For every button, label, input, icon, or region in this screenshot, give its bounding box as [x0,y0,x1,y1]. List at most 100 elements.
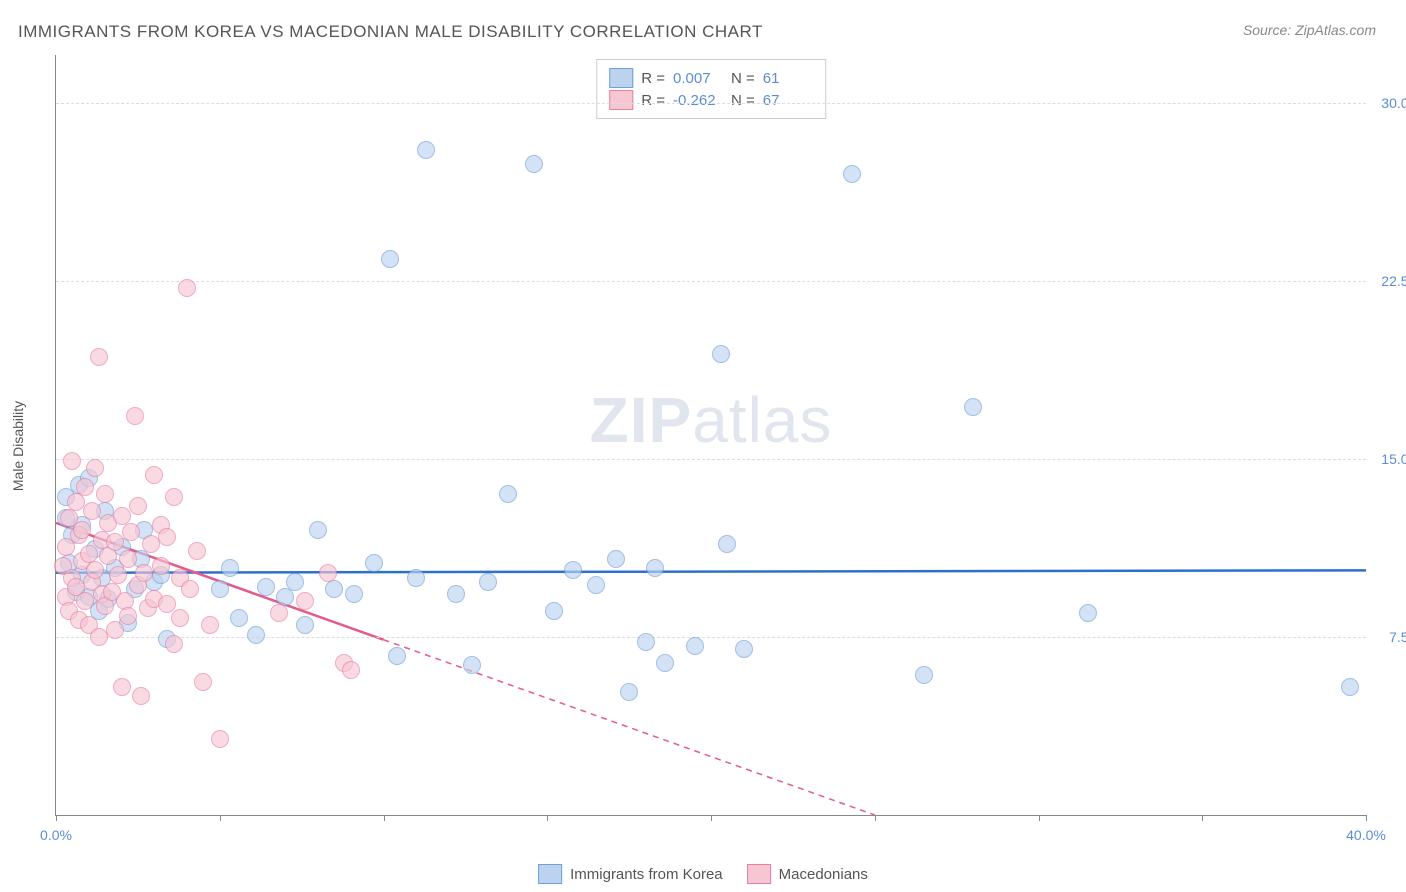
data-point [152,557,170,575]
y-tick-label: 30.0% [1371,95,1406,111]
data-point [342,661,360,679]
bottom-legend: Immigrants from Korea Macedonians [538,864,868,884]
data-point [417,141,435,159]
data-point [230,609,248,627]
data-point [63,452,81,470]
data-point [113,678,131,696]
data-point [1341,678,1359,696]
data-point [86,459,104,477]
data-point [126,407,144,425]
data-point [296,592,314,610]
data-point [129,497,147,515]
data-point [257,578,275,596]
data-point [76,592,94,610]
data-point [964,398,982,416]
gridline [56,281,1366,282]
data-point [637,633,655,651]
data-point [109,566,127,584]
stat-legend: R =0.007N =61R =-0.262N =67 [596,59,826,119]
x-tick [384,815,385,821]
data-point [319,564,337,582]
data-point [915,666,933,684]
data-point [843,165,861,183]
data-point [80,545,98,563]
stat-row: R =0.007N =61 [609,68,813,88]
y-tick-label: 7.5% [1371,629,1406,645]
data-point [178,279,196,297]
data-point [171,609,189,627]
gridline [56,103,1366,104]
data-point [113,507,131,525]
data-point [211,580,229,598]
data-point [381,250,399,268]
data-point [286,573,304,591]
data-point [86,561,104,579]
data-point [309,521,327,539]
data-point [564,561,582,579]
data-point [525,155,543,173]
data-point [270,604,288,622]
x-tick [220,815,221,821]
data-point [132,687,150,705]
data-point [718,535,736,553]
data-point [365,554,383,572]
data-point [345,585,363,603]
data-point [119,607,137,625]
data-point [656,654,674,672]
data-point [201,616,219,634]
data-point [735,640,753,658]
data-point [479,573,497,591]
data-point [165,488,183,506]
data-point [388,647,406,665]
data-point [646,559,664,577]
y-axis-label: Male Disability [10,401,26,491]
data-point [188,542,206,560]
data-point [221,559,239,577]
x-tick-label: 0.0% [40,827,72,843]
data-point [1079,604,1097,622]
data-point [325,580,343,598]
x-tick [1202,815,1203,821]
x-tick [875,815,876,821]
data-point [686,637,704,655]
data-point [194,673,212,691]
legend-item: Immigrants from Korea [538,864,723,884]
data-point [499,485,517,503]
source-label: Source: ZipAtlas.com [1243,22,1376,38]
y-tick-label: 15.0% [1371,451,1406,467]
chart-title: IMMIGRANTS FROM KOREA VS MACEDONIAN MALE… [18,22,763,42]
x-tick [1039,815,1040,821]
data-point [296,616,314,634]
data-point [587,576,605,594]
data-point [447,585,465,603]
data-point [158,528,176,546]
x-tick [547,815,548,821]
x-tick-label: 40.0% [1346,827,1386,843]
data-point [620,683,638,701]
x-tick [1366,815,1367,821]
data-point [76,478,94,496]
watermark: ZIPatlas [590,383,833,457]
data-point [247,626,265,644]
data-point [142,535,160,553]
plot-area: ZIPatlas R =0.007N =61R =-0.262N =67 7.5… [55,55,1366,816]
x-tick [711,815,712,821]
data-point [90,628,108,646]
data-point [119,550,137,568]
data-point [96,485,114,503]
stat-row: R =-0.262N =67 [609,90,813,110]
data-point [463,656,481,674]
data-point [211,730,229,748]
data-point [165,635,183,653]
data-point [106,621,124,639]
data-point [145,466,163,484]
trend-lines [56,55,1366,815]
legend-item: Macedonians [747,864,868,884]
data-point [106,533,124,551]
data-point [122,523,140,541]
data-point [83,502,101,520]
x-tick [56,815,57,821]
data-point [545,602,563,620]
data-point [407,569,425,587]
data-point [73,521,91,539]
